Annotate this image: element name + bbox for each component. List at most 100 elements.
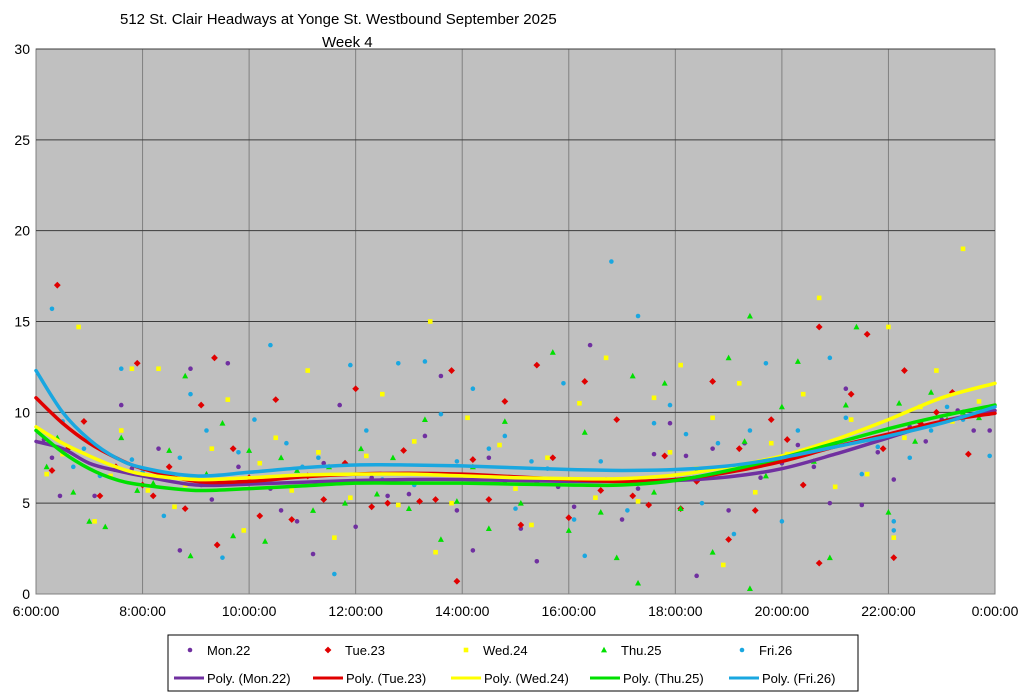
- data-point: [891, 535, 897, 540]
- data-point: [533, 361, 541, 369]
- data-point: [651, 395, 657, 401]
- data-point: [779, 519, 785, 524]
- data-point: [92, 493, 97, 499]
- data-point: [549, 454, 557, 462]
- legend-label: Poly. (Mon.22): [207, 671, 291, 686]
- data-point: [485, 496, 493, 503]
- data-point: [863, 330, 871, 338]
- x-tick-label: 16:00:00: [542, 603, 597, 619]
- data-point: [635, 486, 641, 491]
- y-tick-label: 30: [14, 41, 30, 57]
- data-point: [211, 354, 218, 362]
- y-axis-ticks: 0 5 10 15 20 25 30: [14, 41, 30, 602]
- data-point: [310, 551, 316, 557]
- data-point: [437, 536, 444, 542]
- legend-item: Thu.25: [601, 643, 661, 658]
- data-point: [288, 516, 296, 523]
- legend-item: Fri.26: [739, 643, 792, 658]
- data-point: [188, 366, 193, 372]
- data-point: [987, 453, 992, 459]
- data-point: [710, 415, 715, 421]
- data-point: [332, 535, 337, 540]
- data-point: [934, 368, 939, 373]
- data-point: [581, 378, 589, 385]
- data-point: [597, 509, 604, 515]
- data-point: [384, 499, 392, 507]
- data-point: [735, 445, 743, 453]
- data-point: [118, 428, 124, 433]
- data-point: [890, 554, 898, 562]
- data-point: [241, 528, 247, 533]
- data-point: [545, 455, 550, 461]
- legend-label: Poly. (Fri.26): [762, 671, 835, 686]
- data-point: [976, 399, 982, 404]
- data-point: [348, 495, 353, 501]
- data-point: [587, 342, 593, 348]
- x-tick-label: 22:00:00: [861, 603, 916, 619]
- data-point: [470, 548, 476, 553]
- data-point: [389, 454, 396, 461]
- data-point: [960, 246, 966, 252]
- data-point: [625, 508, 630, 513]
- data-point: [256, 512, 264, 520]
- data-point: [907, 455, 913, 461]
- data-point: [932, 408, 940, 416]
- data-point: [385, 493, 390, 499]
- x-tick-label: 8:00:00: [119, 603, 166, 619]
- data-point: [751, 507, 759, 514]
- data-point: [859, 471, 865, 477]
- data-point: [832, 484, 838, 490]
- data-point: [294, 467, 301, 473]
- data-point: [172, 504, 177, 510]
- data-point: [651, 420, 657, 426]
- data-point: [92, 519, 97, 524]
- data-point: [278, 508, 284, 513]
- data-point: [352, 385, 360, 393]
- data-point: [597, 487, 605, 494]
- data-point: [368, 503, 376, 511]
- legend-label: Poly. (Wed.24): [484, 671, 569, 686]
- data-point: [44, 471, 49, 477]
- legend-box: [167, 634, 859, 692]
- chart-title: 512 St. Clair Headways at Yonge St. West…: [120, 11, 557, 28]
- data-point: [513, 486, 518, 491]
- data-point: [57, 493, 63, 499]
- data-point: [768, 440, 774, 446]
- data-point: [843, 386, 849, 392]
- data-point: [204, 428, 209, 433]
- x-tick-label: 18:00:00: [648, 603, 703, 619]
- data-point: [278, 454, 285, 461]
- data-point: [767, 416, 775, 423]
- data-point: [118, 366, 124, 372]
- data-point: [145, 488, 151, 493]
- data-point: [102, 523, 109, 530]
- y-tick-label: 25: [14, 132, 30, 148]
- data-point: [549, 349, 556, 355]
- data-point: [310, 507, 317, 513]
- data-point: [842, 401, 849, 408]
- data-point: [609, 259, 614, 264]
- data-point: [448, 367, 455, 374]
- data-point: [661, 452, 669, 460]
- data-point: [661, 380, 668, 386]
- data-point: [603, 355, 609, 361]
- data-point: [901, 367, 908, 374]
- legend-label: Thu.25: [621, 643, 661, 658]
- data-point: [629, 372, 636, 379]
- data-point: [651, 489, 658, 495]
- data-point: [747, 428, 753, 433]
- data-point: [800, 391, 806, 397]
- data-point: [501, 398, 509, 405]
- data-point: [879, 445, 887, 453]
- data-point: [613, 416, 621, 423]
- data-point: [582, 553, 588, 559]
- data-point: [598, 459, 604, 464]
- data-point: [710, 446, 715, 451]
- x-tick-label: 14:00:00: [435, 603, 490, 619]
- data-point: [133, 359, 141, 367]
- data-point: [465, 415, 470, 421]
- data-point: [182, 372, 189, 379]
- data-point: [667, 420, 673, 426]
- x-axis-ticks: 6:00:00 8:00:00 10:00:00 12:00:00 14:00:00 16…: [13, 603, 1019, 619]
- data-point: [635, 499, 641, 504]
